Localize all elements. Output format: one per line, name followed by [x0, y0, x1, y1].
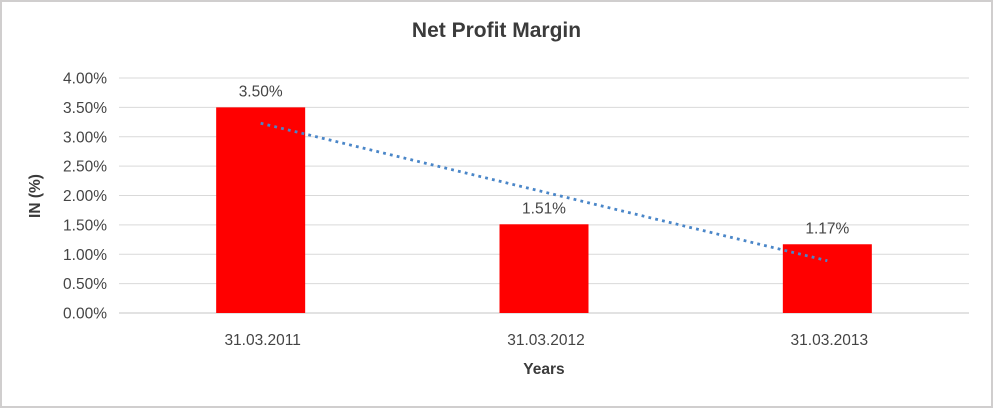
x-tick-label: 31.03.2011 [224, 332, 300, 349]
y-tick-label: 3.50% [63, 100, 107, 117]
y-tick-label: 1.50% [63, 217, 107, 234]
data-label: 1.51% [522, 200, 566, 217]
y-tick-label: 4.00% [63, 71, 107, 88]
y-tick-label: 1.00% [63, 247, 107, 264]
y-tick-label: 0.50% [63, 276, 107, 293]
data-label: 1.17% [805, 220, 849, 237]
data-label: 3.50% [239, 83, 283, 100]
y-tick-label: 0.00% [63, 306, 107, 323]
y-tick-label: 3.00% [63, 129, 107, 146]
bar [782, 244, 872, 313]
x-tick-label: 31.03.2013 [791, 332, 869, 349]
bar [216, 107, 306, 313]
x-tick-label: 31.03.2012 [507, 332, 585, 349]
y-tick-label: 2.50% [63, 159, 107, 176]
bar [499, 224, 589, 313]
x-axis-title: Years [523, 361, 565, 378]
chart-title: Net Profit Margin [411, 19, 582, 42]
y-tick-label: 2.00% [63, 188, 107, 205]
